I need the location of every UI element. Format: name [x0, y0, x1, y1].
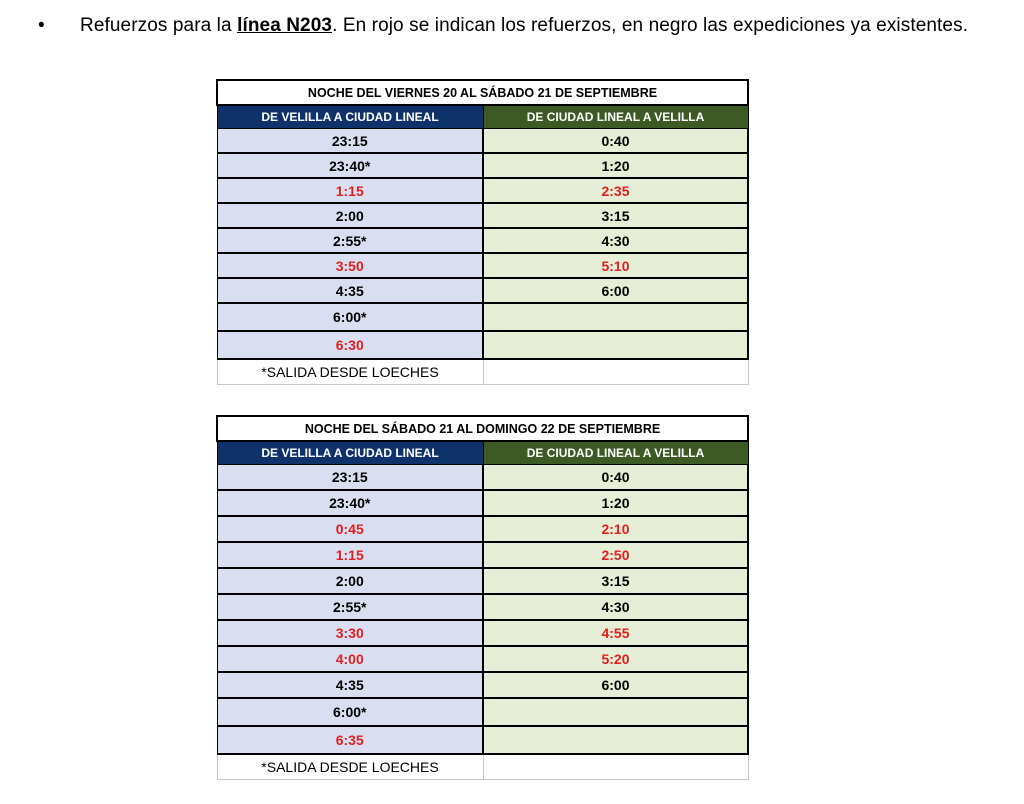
table-row: 4:35 6:00 [216, 671, 750, 699]
column-header-velilla-to-ciudad-lineal: DE VELILLA A CIUDAD LINEAL [216, 440, 484, 465]
table-row: 0:45 2:10 [216, 515, 750, 543]
table-row: 1:15 2:50 [216, 541, 750, 569]
departure-velilla-cell: 2:55* [216, 227, 484, 254]
departure-velilla-cell: 2:00 [216, 202, 484, 229]
departure-velilla-cell: 6:30 [216, 330, 484, 360]
table-row: 23:15 0:40 [216, 128, 749, 154]
table-row: 23:40* 1:20 [216, 489, 750, 517]
table-row: 6:00* [216, 302, 749, 332]
departure-velilla-cell: 3:30 [216, 619, 484, 647]
table-row: 6:35 [216, 725, 750, 755]
intro-text-after: . En rojo se indican los refuerzos, en n… [332, 15, 969, 36]
column-header-ciudad-lineal-to-velilla: DE CIUDAD LINEAL A VELILLA [482, 104, 749, 129]
footnote-loeches: *SALIDA DESDE LOECHES [216, 753, 484, 780]
departure-velilla-cell: 23:15 [216, 464, 484, 491]
column-header-velilla-to-ciudad-lineal: DE VELILLA A CIUDAD LINEAL [216, 104, 484, 129]
departure-ciudad-lineal-cell: 4:55 [482, 619, 750, 647]
departure-velilla-cell: 23:15 [216, 128, 484, 154]
table-row: 2:00 3:15 [216, 567, 750, 595]
table-row: 4:00 5:20 [216, 645, 750, 673]
departure-ciudad-lineal-cell: 5:10 [482, 252, 749, 279]
departure-velilla-cell: 3:50 [216, 252, 484, 279]
footnote-loeches: *SALIDA DESDE LOECHES [216, 358, 484, 385]
departure-velilla-cell: 4:00 [216, 645, 484, 673]
departure-ciudad-lineal-cell: 2:10 [482, 515, 750, 543]
departure-ciudad-lineal-cell: 2:35 [482, 177, 749, 204]
schedule-table-saturday: NOCHE DEL SÁBADO 21 AL DOMINGO 22 DE SEP… [215, 415, 750, 780]
departure-ciudad-lineal-cell: 2:50 [482, 541, 750, 569]
footnote-empty-cell [482, 358, 749, 385]
departure-ciudad-lineal-cell [482, 330, 749, 360]
departure-ciudad-lineal-cell [482, 697, 750, 727]
departure-ciudad-lineal-cell [482, 302, 749, 332]
departure-ciudad-lineal-cell: 6:00 [482, 671, 750, 699]
table-row: 3:50 5:10 [216, 252, 749, 279]
departure-ciudad-lineal-cell: 4:30 [482, 227, 749, 254]
departure-ciudad-lineal-cell: 3:15 [482, 202, 749, 229]
departure-ciudad-lineal-cell: 0:40 [482, 128, 749, 154]
table-title: NOCHE DEL VIERNES 20 AL SÁBADO 21 DE SEP… [216, 79, 749, 106]
departure-velilla-cell: 4:35 [216, 277, 484, 304]
line-name: línea N203 [237, 15, 333, 36]
intro-paragraph: • Refuerzos para la línea N203. En rojo … [38, 12, 978, 40]
departure-ciudad-lineal-cell [482, 725, 750, 755]
departure-velilla-cell: 1:15 [216, 177, 484, 204]
table-row: 23:15 0:40 [216, 464, 750, 491]
departure-velilla-cell: 2:00 [216, 567, 484, 595]
departure-velilla-cell: 4:35 [216, 671, 484, 699]
schedule-table-friday: NOCHE DEL VIERNES 20 AL SÁBADO 21 DE SEP… [216, 79, 749, 385]
table-row: 3:30 4:55 [216, 619, 750, 647]
footnote-row: *SALIDA DESDE LOECHES [216, 358, 749, 385]
bullet-icon: • [38, 15, 45, 36]
table-row: 6:30 [216, 330, 749, 360]
departure-velilla-cell: 1:15 [216, 541, 484, 569]
departure-velilla-cell: 2:55* [216, 593, 484, 621]
departure-ciudad-lineal-cell: 5:20 [482, 645, 750, 673]
departure-ciudad-lineal-cell: 1:20 [482, 489, 750, 517]
table-row: 2:55* 4:30 [216, 593, 750, 621]
intro-text-before: Refuerzos para la [80, 15, 238, 36]
departure-ciudad-lineal-cell: 6:00 [482, 277, 749, 304]
departure-ciudad-lineal-cell: 4:30 [482, 593, 750, 621]
departure-velilla-cell: 23:40* [216, 489, 484, 517]
departure-ciudad-lineal-cell: 0:40 [482, 464, 750, 491]
departure-ciudad-lineal-cell: 3:15 [482, 567, 750, 595]
footnote-empty-cell [482, 753, 749, 780]
column-header-ciudad-lineal-to-velilla: DE CIUDAD LINEAL A VELILLA [482, 440, 749, 465]
departure-velilla-cell: 6:00* [216, 697, 484, 727]
table-row: 2:00 3:15 [216, 202, 749, 229]
intro-text: Refuerzos para la línea N203. En rojo se… [80, 12, 978, 40]
table-row: 23:40* 1:20 [216, 152, 749, 179]
departure-velilla-cell: 6:00* [216, 302, 484, 332]
table-row: 4:35 6:00 [216, 277, 749, 304]
footnote-row: *SALIDA DESDE LOECHES [216, 753, 749, 780]
table-row: 2:55* 4:30 [216, 227, 749, 254]
departure-velilla-cell: 6:35 [216, 725, 484, 755]
departure-velilla-cell: 0:45 [216, 515, 484, 543]
table-row: 1:15 2:35 [216, 177, 749, 204]
departure-ciudad-lineal-cell: 1:20 [482, 152, 749, 179]
departure-velilla-cell: 23:40* [216, 152, 484, 179]
table-title: NOCHE DEL SÁBADO 21 AL DOMINGO 22 DE SEP… [215, 415, 750, 442]
table-row: 6:00* [216, 697, 750, 727]
